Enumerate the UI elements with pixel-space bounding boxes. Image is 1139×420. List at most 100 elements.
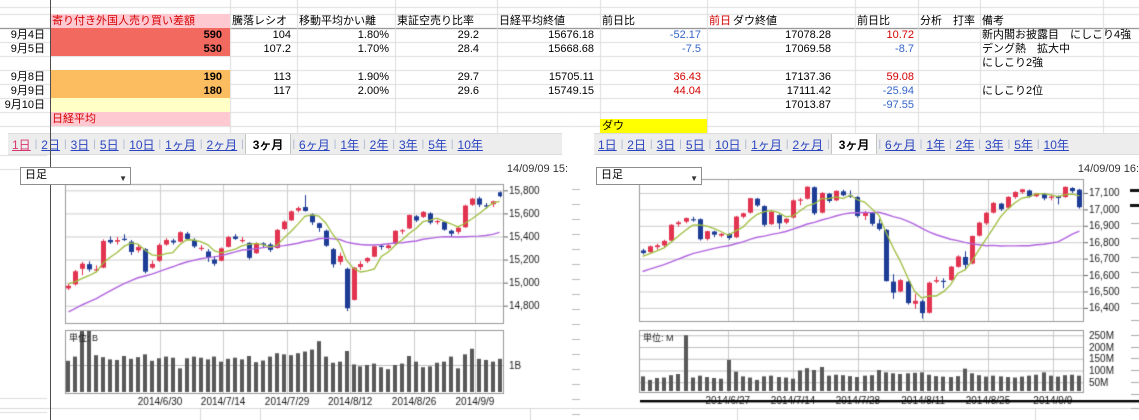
cell-ma-deviation[interactable]: 2.00% xyxy=(357,85,389,97)
cell-dow-change[interactable]: -97.55 xyxy=(882,99,914,111)
tab-separator: | xyxy=(878,138,882,150)
tab-3d[interactable]: 3日 xyxy=(70,137,90,152)
tab-2y[interactable]: 2年 xyxy=(369,137,389,152)
cell-nikkei-change[interactable]: -7.5 xyxy=(682,43,701,55)
table-header-nikkei-close[interactable]: 日経平均終値 xyxy=(499,15,565,27)
table-header-foreign-diff[interactable]: 寄り付き外国人売り買い差額 xyxy=(50,14,230,28)
cell-foreign-diff[interactable]: 190 xyxy=(50,70,230,84)
cell-remark[interactable]: にしこり2位 xyxy=(982,85,1044,97)
dow-sheet-label[interactable]: ダウ xyxy=(600,119,707,133)
tab-5y[interactable]: 5年 xyxy=(428,137,447,152)
cell-date[interactable]: 9月9日 xyxy=(10,85,45,97)
table-header-prev-day[interactable]: 前日 xyxy=(709,15,731,27)
cell-dow-close[interactable]: 17013.87 xyxy=(785,99,831,111)
cell-nikkei-change[interactable]: 44.04 xyxy=(673,85,701,97)
tab-3y[interactable]: 3年 xyxy=(398,137,418,152)
tab-1mo[interactable]: 1ヶ月 xyxy=(165,137,196,152)
tab-3y[interactable]: 3年 xyxy=(984,137,1004,152)
table-header-dow-change[interactable]: 前日比 xyxy=(857,15,890,27)
tab-separator: | xyxy=(1036,138,1040,150)
cell-dow-close[interactable]: 17111.42 xyxy=(786,85,831,97)
cell-foreign-diff[interactable]: 180 xyxy=(50,84,230,98)
cell-short-ratio[interactable]: 29.6 xyxy=(457,85,479,97)
cell-remark[interactable]: にしこり2強 xyxy=(982,57,1044,69)
tab-5y[interactable]: 5年 xyxy=(1014,137,1033,152)
tab-10d[interactable]: 10日 xyxy=(715,137,741,152)
tab-10y[interactable]: 10年 xyxy=(1043,137,1069,152)
tab-5d[interactable]: 5日 xyxy=(685,137,705,152)
cell-ma-deviation[interactable]: 1.80% xyxy=(357,29,389,41)
cell-nikkei-close[interactable]: 15749.15 xyxy=(548,85,594,97)
cell-ratio[interactable]: 113 xyxy=(273,71,291,83)
cell-short-ratio[interactable]: 29.7 xyxy=(457,71,479,83)
cell-dow-close[interactable]: 17069.58 xyxy=(785,43,831,55)
tab-2d[interactable]: 2日 xyxy=(627,137,646,152)
cell-short-ratio[interactable]: 28.4 xyxy=(457,43,479,55)
tab-1d[interactable]: 1日 xyxy=(12,137,31,152)
tab-6mo[interactable]: 6ヶ月 xyxy=(299,137,330,152)
tab-10d[interactable]: 10日 xyxy=(129,137,155,152)
cell-short-ratio[interactable]: 29.2 xyxy=(457,29,479,41)
chart-type-select-left[interactable]: 日足 ▼ xyxy=(20,167,131,185)
cell-remark[interactable]: デング熱 拡大中 xyxy=(982,43,1070,55)
chevron-down-icon: ▼ xyxy=(119,174,127,183)
chart-type-select-right[interactable]: 日足 ▼ xyxy=(596,167,702,185)
table-header-dow-close[interactable]: ダウ終値 xyxy=(733,15,777,27)
cell-dow-change[interactable]: -8.7 xyxy=(895,43,914,55)
cell-dow-change[interactable]: -25.94 xyxy=(882,85,914,97)
tab-separator: | xyxy=(34,138,38,150)
cell-dow-change[interactable]: 59.08 xyxy=(886,71,914,83)
tab-1y[interactable]: 1年 xyxy=(340,137,360,152)
cell-date[interactable]: 9月5日 xyxy=(10,43,45,55)
table-header-ma-deviation[interactable]: 移動平均かい離 xyxy=(299,15,376,27)
table-header-analysis[interactable]: 分析 打率 xyxy=(920,15,975,27)
cell-nikkei-change[interactable]: -52.17 xyxy=(669,29,701,41)
cell-dow-change[interactable]: 10.72 xyxy=(886,29,914,41)
cell-foreign-diff[interactable] xyxy=(50,98,230,112)
cell-ma-deviation[interactable]: 1.90% xyxy=(357,71,389,83)
cell-remark[interactable]: 新内閣お披露目 にしこり4強 xyxy=(982,29,1132,41)
tab-1mo[interactable]: 1ヶ月 xyxy=(751,137,782,152)
tab-2mo[interactable]: 2ヶ月 xyxy=(206,137,238,152)
tab-1y[interactable]: 1年 xyxy=(926,137,946,152)
table-header-remark[interactable]: 備考 xyxy=(982,15,1004,27)
tab-1d[interactable]: 1日 xyxy=(598,137,617,152)
tab-2mo[interactable]: 2ヶ月 xyxy=(792,137,824,152)
tab-separator: | xyxy=(649,138,653,150)
cell-ratio[interactable]: 107.2 xyxy=(263,43,291,55)
tab-separator: | xyxy=(421,138,425,150)
tab-separator: | xyxy=(363,138,366,150)
tab-separator: | xyxy=(1007,138,1011,150)
cell-nikkei-close[interactable]: 15668.68 xyxy=(548,43,594,55)
table-header-nikkei-change[interactable]: 前日比 xyxy=(602,15,635,27)
tab-10y[interactable]: 10年 xyxy=(457,137,483,152)
cell-nikkei-close[interactable]: 15705.11 xyxy=(548,71,594,83)
tab-separator: | xyxy=(919,138,923,150)
tab-separator: | xyxy=(744,138,748,150)
table-header-short-ratio[interactable]: 東証空売り比率 xyxy=(397,15,474,27)
cell-ratio[interactable]: 104 xyxy=(272,29,291,41)
chart-type-value-left: 日足 xyxy=(25,169,47,181)
cell-ratio[interactable]: 117 xyxy=(273,85,291,97)
tab-2y[interactable]: 2年 xyxy=(955,137,975,152)
table-header-ratio[interactable]: 騰落レシオ xyxy=(232,15,287,27)
tab-5d[interactable]: 5日 xyxy=(99,137,119,152)
tab-3d[interactable]: 3日 xyxy=(656,137,676,152)
cell-nikkei-close[interactable]: 15676.18 xyxy=(548,29,594,41)
tab-separator: | xyxy=(63,138,67,150)
tab-3mo[interactable]: 3ヶ月 xyxy=(830,134,878,154)
cell-date[interactable]: 9月4日 xyxy=(10,29,45,41)
tab-6mo[interactable]: 6ヶ月 xyxy=(885,137,916,152)
cell-date[interactable]: 9月10日 xyxy=(4,99,45,111)
cell-dow-close[interactable]: 17078.28 xyxy=(785,29,831,41)
cell-foreign-diff[interactable]: 590 xyxy=(50,28,230,42)
cell-date[interactable]: 9月8日 xyxy=(10,71,45,83)
tab-3mo[interactable]: 3ヶ月 xyxy=(244,134,292,154)
cell-foreign-diff[interactable]: 530 xyxy=(50,42,230,56)
cell-ma-deviation[interactable]: 1.70% xyxy=(357,43,389,55)
cell-dow-close[interactable]: 17137.36 xyxy=(785,71,831,83)
cell-nikkei-change[interactable]: 36.43 xyxy=(673,71,701,83)
nikkei-sheet-label[interactable]: 日経平均 xyxy=(50,112,230,126)
tab-separator: | xyxy=(679,138,682,150)
